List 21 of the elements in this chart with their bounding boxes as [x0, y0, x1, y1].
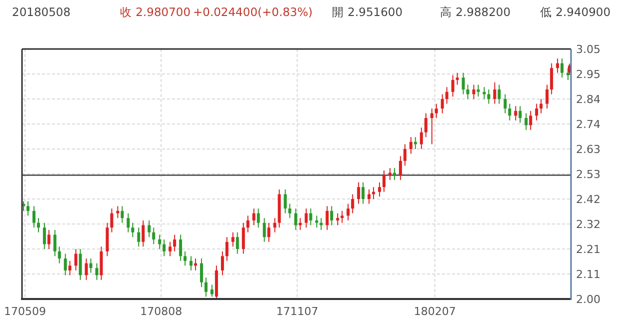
y-tick-label: 2.11 [576, 268, 600, 281]
y-tick-label: 2.32 [576, 218, 600, 231]
y-tick-label: 2.42 [576, 193, 600, 206]
text: 收 2.980700 [120, 5, 191, 19]
y-tick-label: 2.00 [576, 293, 600, 306]
x-tick-label: 180207 [414, 305, 456, 318]
text: 高 2.988200 [440, 5, 511, 19]
y-tick-label: 2.21 [576, 243, 600, 256]
y-tick-label: 2.74 [576, 118, 600, 131]
y-tick-label: 2.95 [576, 68, 600, 81]
y-tick-label: 2.84 [576, 93, 600, 106]
y-tick-label: 2.63 [576, 143, 600, 156]
x-tick-label: 170509 [4, 305, 46, 318]
text: 低 2.940900 [540, 5, 611, 19]
x-tick-label: 171107 [276, 305, 318, 318]
y-tick-label: 3.05 [576, 43, 600, 56]
text: 開 2.951600 [332, 5, 403, 19]
y-tick-label: 2.53 [576, 168, 600, 181]
x-tick-label: 170808 [140, 305, 182, 318]
text: +0.024400(+0.83%) [193, 5, 313, 19]
text: 20180508 [12, 5, 71, 19]
